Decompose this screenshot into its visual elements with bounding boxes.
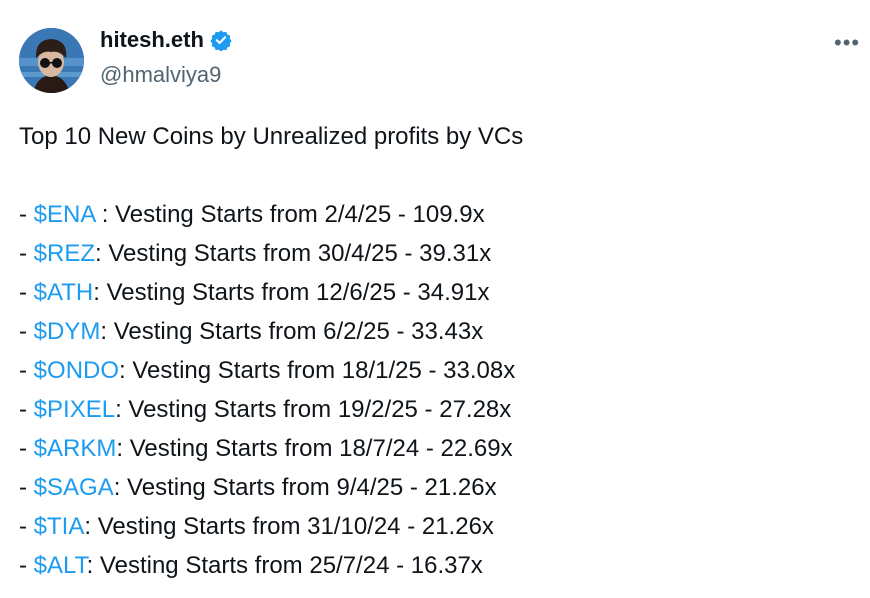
author-name[interactable]: hitesh.eth: [100, 27, 204, 52]
bullet-prefix: -: [19, 240, 34, 267]
list-item: - $DYM: Vesting Starts from 6/2/25 - 33.…: [19, 312, 523, 351]
item-text: : Vesting Starts from 2/4/25 - 109.9x: [95, 201, 485, 228]
cashtag-link[interactable]: $DYM: [33, 318, 101, 345]
bullet-prefix: -: [19, 552, 34, 579]
bullet-prefix: -: [19, 318, 34, 345]
item-text: : Vesting Starts from 18/1/25 - 33.08x: [119, 357, 516, 384]
cashtag-link[interactable]: $TIA: [33, 513, 85, 540]
list-item: - $REZ: Vesting Starts from 30/4/25 - 39…: [19, 234, 523, 273]
cashtag-link[interactable]: $SAGA: [33, 474, 114, 501]
avatar[interactable]: [19, 28, 84, 93]
tweet-headline: Top 10 New Coins by Unrealized profits b…: [19, 123, 524, 150]
item-text: : Vesting Starts from 19/2/25 - 27.28x: [115, 396, 512, 423]
cashtag-link[interactable]: $ARKM: [33, 435, 117, 462]
cashtag-link[interactable]: $ATH: [33, 279, 94, 306]
item-text: : Vesting Starts from 30/4/25 - 39.31x: [95, 240, 492, 267]
list-item: - $SAGA: Vesting Starts from 9/4/25 - 21…: [19, 468, 523, 507]
bullet-prefix: -: [19, 513, 34, 540]
bullet-prefix: -: [19, 435, 34, 462]
avatar-image: [19, 28, 84, 93]
item-text: : Vesting Starts from 18/7/24 - 22.69x: [116, 435, 513, 462]
cashtag-link[interactable]: $ALT: [33, 552, 87, 579]
blank-line: [19, 156, 523, 195]
item-text: : Vesting Starts from 6/2/25 - 33.43x: [100, 318, 484, 345]
cashtag-link[interactable]: $REZ: [33, 240, 96, 267]
item-text: : Vesting Starts from 31/10/24 - 21.26x: [84, 513, 494, 540]
author-handle[interactable]: @hmalviya9: [100, 62, 222, 87]
list-item: - $ONDO: Vesting Starts from 18/1/25 - 3…: [19, 351, 523, 390]
cashtag-link[interactable]: $ONDO: [33, 357, 120, 384]
verified-badge-icon: [210, 30, 232, 51]
author-row: hitesh.eth: [100, 27, 232, 53]
bullet-prefix: -: [19, 279, 34, 306]
bullet-prefix: -: [19, 357, 34, 384]
bullet-prefix: -: [19, 474, 34, 501]
bullet-prefix: -: [19, 396, 34, 423]
cashtag-link[interactable]: $ENA: [33, 201, 96, 228]
more-horizontal-icon[interactable]: •••: [834, 30, 861, 55]
tweet-body: Top 10 New Coins by Unrealized profits b…: [19, 117, 523, 585]
item-text: : Vesting Starts from 12/6/25 - 34.91x: [93, 279, 490, 306]
list-item: - $ENA : Vesting Starts from 2/4/25 - 10…: [19, 195, 523, 234]
list-item: - $ATH: Vesting Starts from 12/6/25 - 34…: [19, 273, 523, 312]
item-text: : Vesting Starts from 25/7/24 - 16.37x: [86, 552, 483, 579]
list-item: - $ARKM: Vesting Starts from 18/7/24 - 2…: [19, 429, 523, 468]
list-item: - $TIA: Vesting Starts from 31/10/24 - 2…: [19, 507, 523, 546]
cashtag-link[interactable]: $PIXEL: [33, 396, 116, 423]
item-text: : Vesting Starts from 9/4/25 - 21.26x: [113, 474, 497, 501]
list-item: - $PIXEL: Vesting Starts from 19/2/25 - …: [19, 390, 523, 429]
list-item: - $ALT: Vesting Starts from 25/7/24 - 16…: [19, 546, 523, 585]
bullet-prefix: -: [19, 201, 34, 228]
